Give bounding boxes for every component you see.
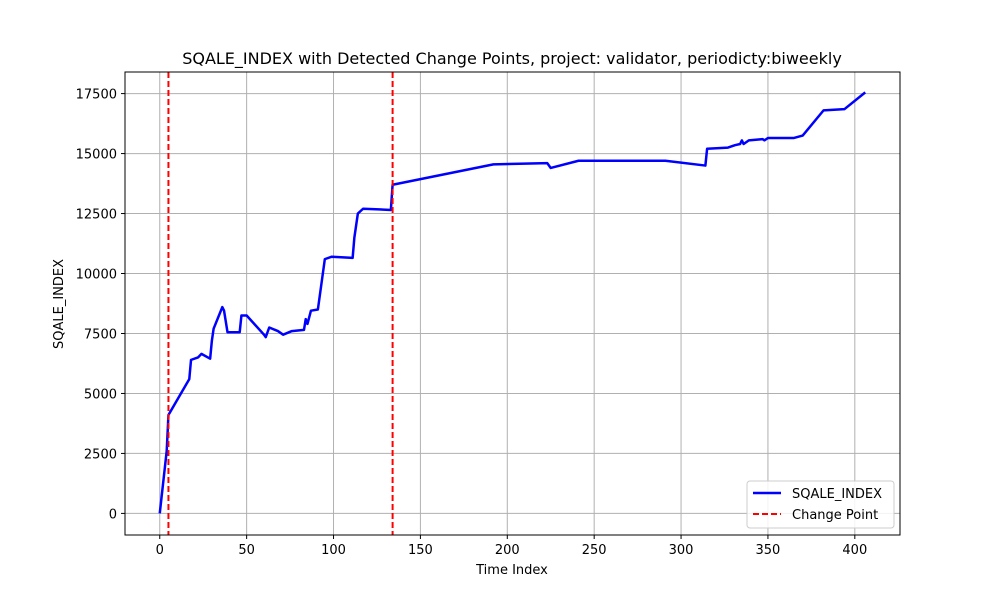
y-tick-label: 12500 <box>76 208 117 223</box>
sqale-index-line <box>158 91 867 514</box>
x-tick-label: 50 <box>238 543 255 558</box>
x-tick-label: 200 <box>495 543 520 558</box>
legend: SQALE_INDEX Change Point <box>746 480 895 529</box>
x-tick-label: 150 <box>408 543 433 558</box>
y-tick-label: 5000 <box>84 387 117 402</box>
legend-box <box>746 480 895 529</box>
x-axis-ticks: 0 50 100 150 200 250 300 350 400 <box>156 535 867 558</box>
x-tick-label: 300 <box>669 543 694 558</box>
x-axis-label: Time Index <box>475 563 548 578</box>
y-axis-label: SQALE_INDEX <box>52 259 67 349</box>
y-tick-label: 17500 <box>76 88 117 103</box>
x-tick-label: 0 <box>156 543 164 558</box>
y-tick-label: 0 <box>109 507 117 522</box>
x-tick-label: 100 <box>321 543 346 558</box>
y-tick-label: 2500 <box>84 447 117 462</box>
y-tick-label: 10000 <box>76 268 117 283</box>
y-tick-label: 7500 <box>84 327 117 342</box>
x-tick-label: 400 <box>842 543 867 558</box>
chart-title: SQALE_INDEX with Detected Change Points,… <box>182 49 842 69</box>
x-tick-label: 250 <box>582 543 607 558</box>
legend-label-change-point: Change Point <box>792 508 878 523</box>
legend-label-sqale-index: SQALE_INDEX <box>792 487 882 502</box>
x-tick-label: 350 <box>756 543 781 558</box>
plot-frame <box>124 71 901 536</box>
y-tick-label: 15000 <box>76 148 117 163</box>
y-axis-ticks: 0 2500 5000 7500 10000 12500 15000 17500 <box>76 88 125 522</box>
series-layer <box>158 72 867 535</box>
